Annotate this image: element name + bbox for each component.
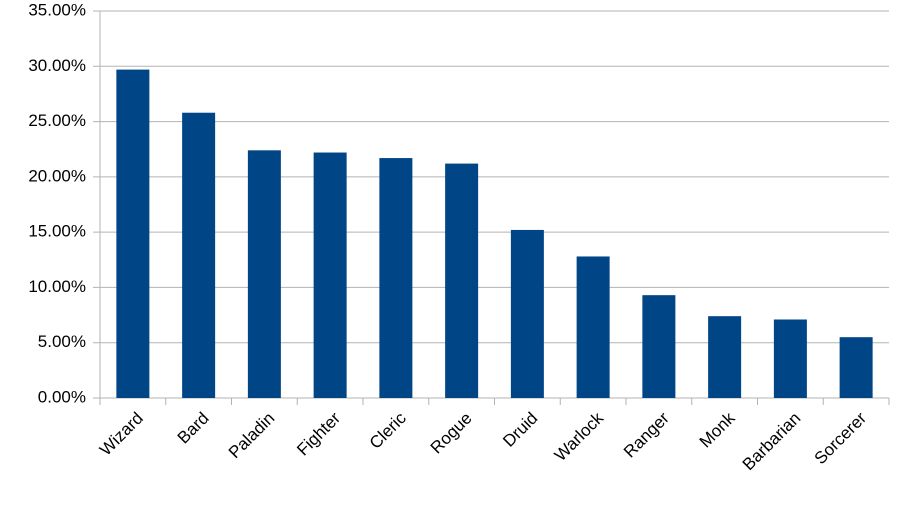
bar <box>773 319 807 398</box>
bar <box>839 337 873 398</box>
bar <box>510 229 544 398</box>
x-tick-label: Druid <box>499 409 541 451</box>
bar <box>708 316 742 398</box>
bar <box>182 112 216 399</box>
x-tick-label: Cleric <box>366 408 411 453</box>
y-tick-label: 15.00% <box>28 222 86 241</box>
bar <box>313 152 347 398</box>
y-tick-label: 10.00% <box>28 277 86 296</box>
bar <box>642 295 676 398</box>
x-tick-label: Barbarian <box>739 409 805 475</box>
bar <box>576 256 610 398</box>
x-tick-label: Warlock <box>551 408 608 465</box>
y-tick-label: 5.00% <box>38 332 86 351</box>
x-tick-label: Fighter <box>293 408 344 459</box>
bar <box>379 158 413 398</box>
x-tick-label: Wizard <box>96 409 147 460</box>
y-tick-label: 20.00% <box>28 166 86 185</box>
x-tick-label: Ranger <box>620 408 673 461</box>
y-tick-label: 30.00% <box>28 56 86 75</box>
x-tick-label: Bard <box>174 409 213 448</box>
x-tick-label: Monk <box>696 408 739 451</box>
y-tick-label: 0.00% <box>38 387 86 406</box>
bar <box>116 69 150 399</box>
x-tick-label: Paladin <box>225 409 279 463</box>
x-tick-label: Sorcerer <box>811 408 871 468</box>
y-tick-label: 35.00% <box>28 0 86 19</box>
y-tick-label: 25.00% <box>28 111 86 130</box>
bar <box>445 163 479 398</box>
x-tick-label: Rogue <box>427 409 476 458</box>
bar <box>247 150 281 398</box>
